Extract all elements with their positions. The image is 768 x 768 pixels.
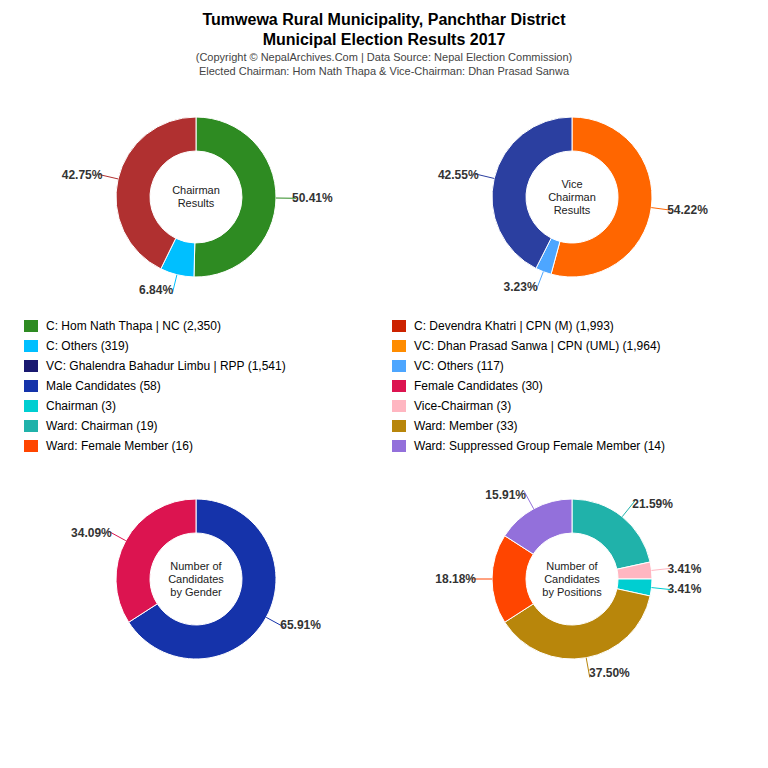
- html-text:Vice Chairman Results: Vice Chairman Results: [548, 177, 596, 216]
- html-text:VC: Ghalendra Bahadur Limbu |: VC: Ghalendra Bahadur Limbu | RPP (1,541…: [46, 359, 286, 373]
- svg-text:18.18%: 18.18%: [435, 572, 476, 586]
- svg-text:37.50%: 37.50%: [589, 666, 630, 680]
- svg-text:42.55%: 42.55%: [438, 168, 479, 182]
- html-text:C: Devendra Khatri | CPN (M) (: C: Devendra Khatri | CPN (M) (1,993): [414, 319, 614, 333]
- html-text:Municipal Election Results 201: Municipal Election Results 2017: [262, 31, 506, 48]
- html-text:Vice-Chairman (3): Vice-Chairman (3): [414, 399, 512, 413]
- svg-text:15.91%: 15.91%: [485, 488, 526, 502]
- html-text:VC: Dhan Prasad Sanwa | CPN (U: VC: Dhan Prasad Sanwa | CPN (UML) (1,964…: [414, 339, 661, 353]
- html-text:Male Candidates (58): Male Candidates (58): [46, 379, 161, 393]
- html-text:VC: Others (117): VC: Others (117): [414, 359, 504, 373]
- html-text:Chairman Results: Chairman Results: [172, 184, 220, 209]
- html-text:Number of Candidates by Gender: Number of Candidates by Gender: [168, 559, 224, 598]
- html-text:Number of Candidates by Positi: Number of Candidates by Positions: [542, 559, 602, 598]
- html-text:Ward: Female Member (16): Ward: Female Member (16): [46, 439, 193, 453]
- svg-text:21.59%: 21.59%: [632, 497, 673, 511]
- svg-text:42.75%: 42.75%: [62, 168, 103, 182]
- svg-text:65.91%: 65.91%: [280, 618, 321, 632]
- svg-text:34.09%: 34.09%: [71, 526, 112, 540]
- svg-text:3.41%: 3.41%: [667, 582, 701, 596]
- html-text:Elected Chairman: Hom Nath Tha: Elected Chairman: Hom Nath Thapa & Vice-…: [198, 65, 570, 77]
- html-text:Tumwewa Rural Municipality, Pa: Tumwewa Rural Municipality, Panchthar Di…: [202, 11, 566, 28]
- html-text:Female Candidates (30): Female Candidates (30): [414, 379, 543, 393]
- svg-text:50.41%: 50.41%: [292, 191, 333, 205]
- svg-text:6.84%: 6.84%: [139, 283, 173, 297]
- html-text:Chairman (3): Chairman (3): [46, 399, 116, 413]
- svg-text:54.22%: 54.22%: [667, 203, 708, 217]
- svg-text:3.23%: 3.23%: [504, 280, 538, 294]
- html-text:(Copyright © NepalArchives.Com: (Copyright © NepalArchives.Com | Data So…: [195, 51, 573, 63]
- html-text:Ward: Suppressed Group Female: Ward: Suppressed Group Female Member (14…: [414, 439, 665, 453]
- html-text:Ward: Chairman (19): Ward: Chairman (19): [46, 419, 158, 433]
- html-text:C: Others (319): C: Others (319): [46, 339, 129, 353]
- html-text:Ward: Member (33): Ward: Member (33): [414, 419, 518, 433]
- svg-text:3.41%: 3.41%: [667, 562, 701, 576]
- html-text:C: Hom Nath Thapa | NC (2,350): C: Hom Nath Thapa | NC (2,350): [46, 319, 221, 333]
